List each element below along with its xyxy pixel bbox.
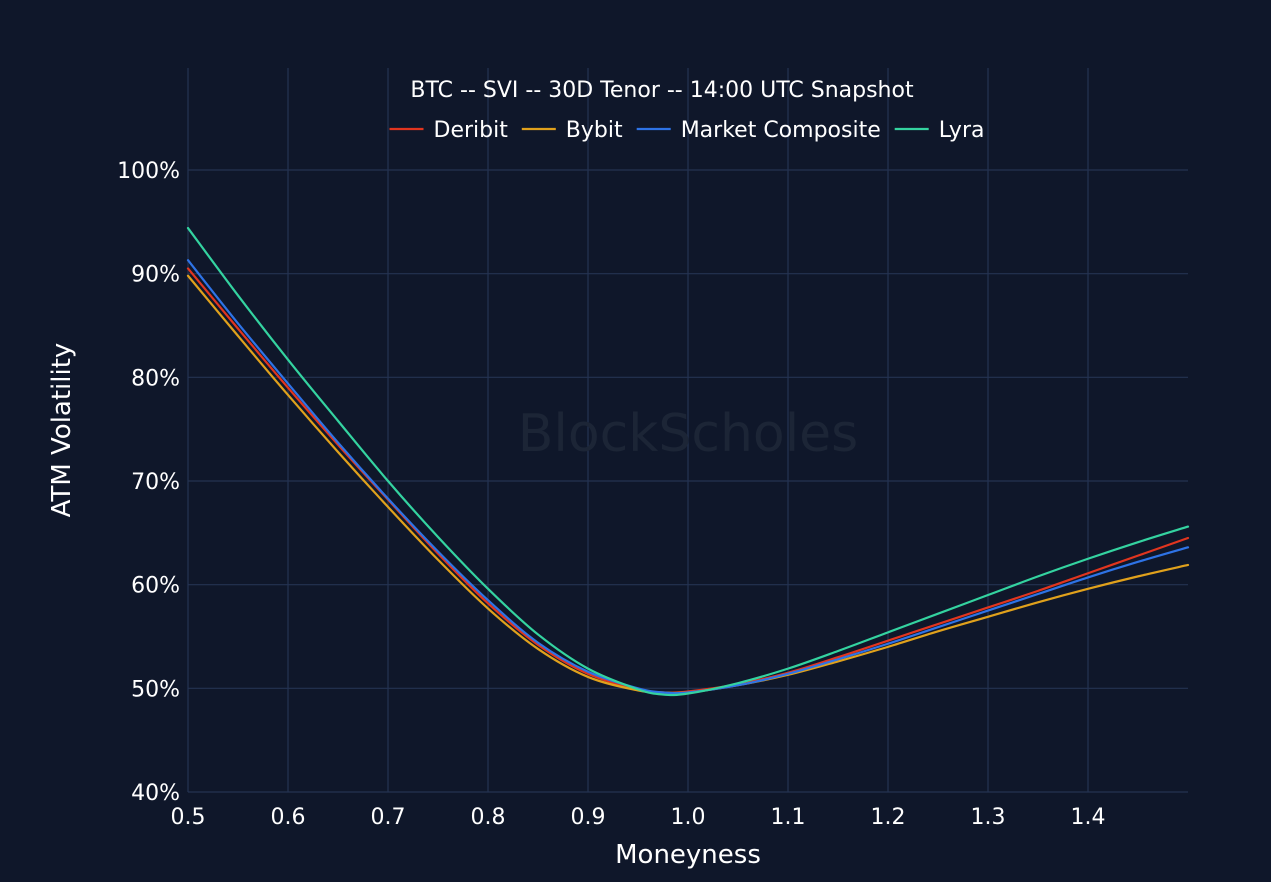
grid-layer: [187, 68, 1188, 793]
legend-item-market-composite[interactable]: Market Composite: [636, 118, 881, 143]
x-tick-label: 1.2: [871, 805, 906, 830]
legend-label: Lyra: [939, 118, 985, 143]
y-tick-label: 40%: [131, 781, 180, 806]
x-tick-label: 1.0: [671, 805, 706, 830]
legend-item-deribit[interactable]: Deribit: [389, 118, 509, 143]
legend-item-lyra[interactable]: Lyra: [894, 118, 985, 143]
x-axis-title: Moneyness: [615, 840, 761, 870]
watermark: BlockScholes: [518, 404, 859, 464]
series-line-market-composite: [186, 259, 1190, 695]
x-tick-label: 1.1: [771, 805, 806, 830]
x-tick-label: 0.8: [471, 805, 506, 830]
legend-item-bybit[interactable]: Bybit: [521, 118, 623, 143]
x-tick-label: 0.6: [271, 805, 306, 830]
y-tick-label: 100%: [117, 159, 180, 184]
y-tick-label: 80%: [131, 366, 180, 391]
legend-label: Bybit: [566, 118, 623, 143]
y-tick-label: 50%: [131, 677, 180, 702]
x-tick-label: 1.4: [1071, 805, 1106, 830]
x-tick-label: 0.5: [171, 805, 206, 830]
y-axis-ticks: 40% 50% 60% 70% 80% 90% 100%: [117, 159, 180, 806]
legend-label: Market Composite: [681, 118, 881, 143]
y-tick-label: 90%: [131, 263, 180, 288]
chart-title: BTC -- SVI -- 30D Tenor -- 14:00 UTC Sna…: [410, 78, 914, 103]
series-line-lyra: [186, 226, 1190, 697]
x-tick-label: 0.7: [371, 805, 406, 830]
series-layer: [186, 226, 1190, 697]
x-tick-label: 0.9: [571, 805, 606, 830]
y-tick-label: 60%: [131, 574, 180, 599]
x-axis-ticks: 0.5 0.6 0.7 0.8 0.9 1.0 1.1 1.2 1.3 1.4: [171, 805, 1106, 830]
x-tick-label: 1.3: [971, 805, 1006, 830]
legend: Deribit Bybit Market Composite Lyra: [389, 118, 985, 143]
y-axis-title: ATM Volatility: [47, 343, 77, 518]
legend-label: Deribit: [434, 118, 509, 143]
y-tick-label: 70%: [131, 470, 180, 495]
